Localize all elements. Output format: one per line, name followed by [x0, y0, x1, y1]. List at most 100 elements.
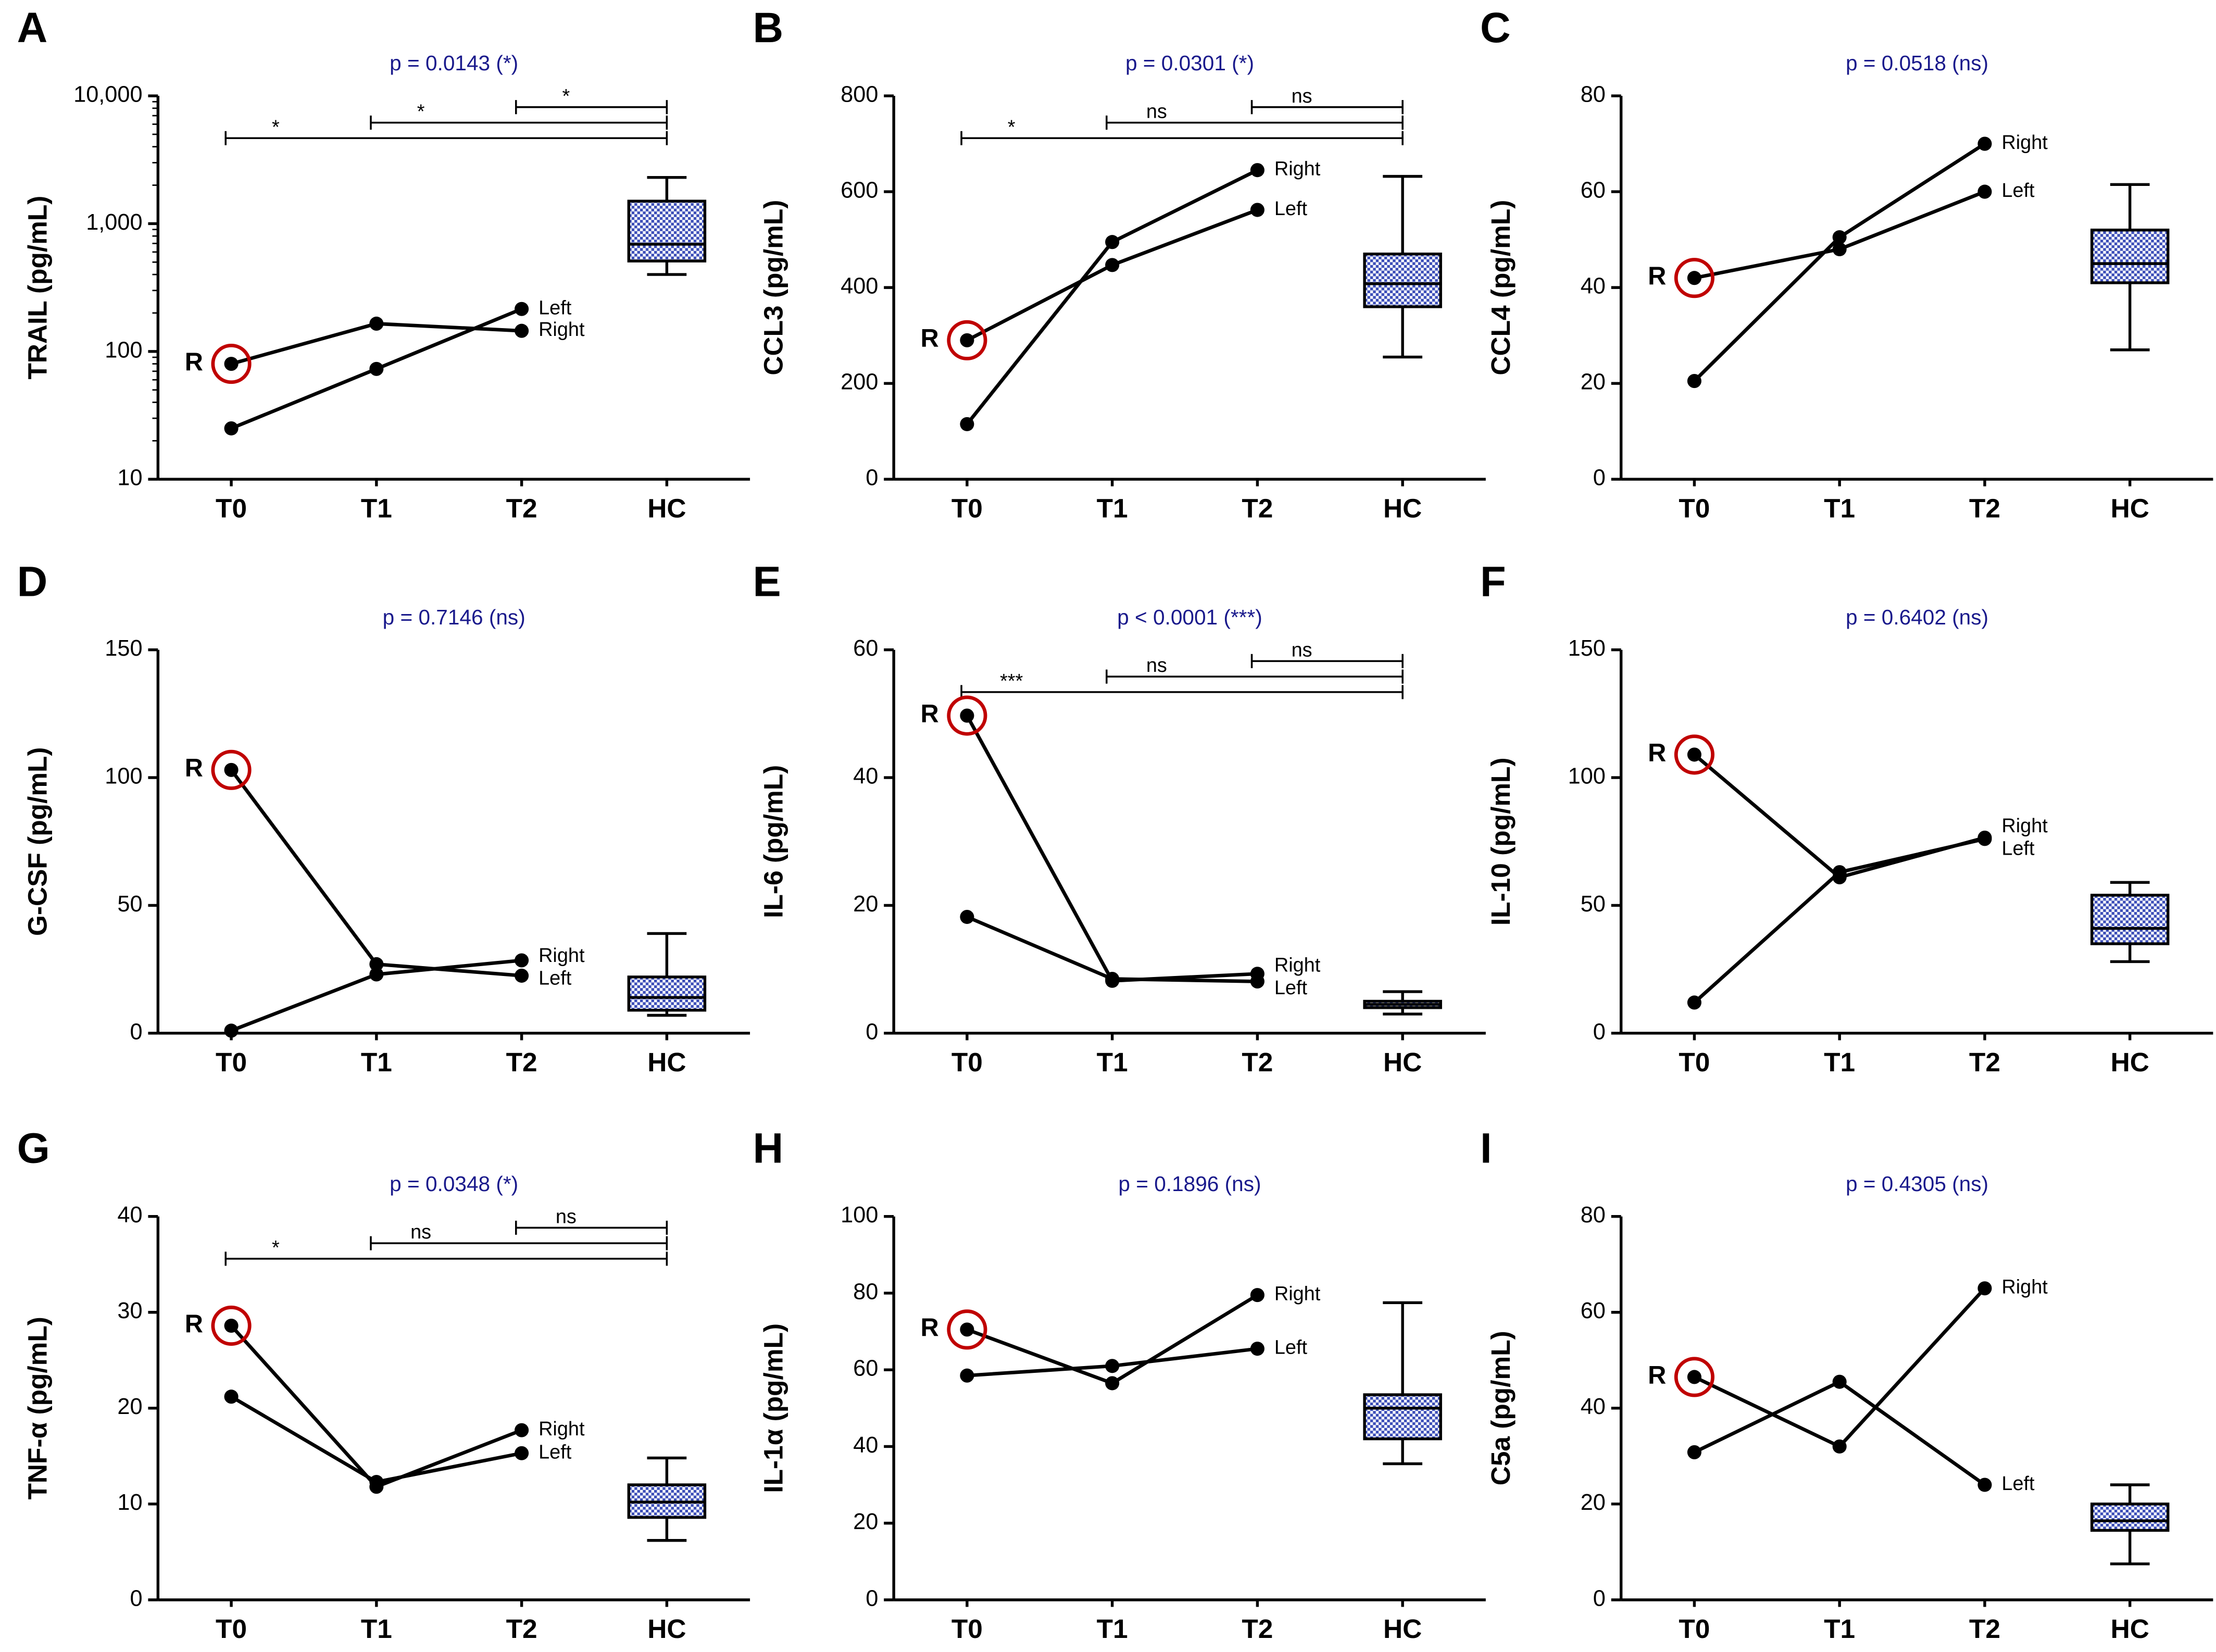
- data-point: [369, 957, 384, 971]
- panel-label: I: [1480, 1125, 1492, 1172]
- significance-bracket: [1250, 654, 1404, 668]
- data-point: [1105, 235, 1120, 249]
- p-value: p = 0.1896 (ns): [1118, 1172, 1261, 1196]
- y-axis-label: IL-10 (pg/mL): [1485, 757, 1516, 925]
- x-tick-label: T0: [216, 493, 247, 523]
- significance-bracket: [1250, 100, 1404, 115]
- data-point: [1977, 832, 1992, 846]
- panel: Bp = 0.0301 (*) CCL3 (pg/mL) 0 200 400 600 800…: [753, 5, 1486, 523]
- data-point: [1832, 242, 1847, 257]
- data-point: [369, 1474, 384, 1490]
- data-point: [960, 910, 974, 924]
- x-tick-label: HC: [2111, 493, 2149, 523]
- p-value: p = 0.0143 (*): [390, 51, 518, 75]
- data-point: [369, 967, 384, 982]
- data-point: [960, 1322, 974, 1337]
- x-tick-label: T0: [951, 493, 983, 523]
- data-point: [1832, 1374, 1847, 1389]
- y-tick-label: 150: [1568, 636, 1606, 661]
- series-label: Right: [1274, 954, 1321, 976]
- data-point: [1687, 374, 1701, 389]
- y-tick-label: 30: [117, 1298, 142, 1323]
- y-tick-label: 200: [841, 370, 878, 395]
- significance-label: *: [1008, 116, 1016, 138]
- significance-bracket: [370, 1236, 668, 1250]
- significance-label: *: [272, 1237, 280, 1259]
- panel-label: E: [753, 559, 781, 606]
- x-tick-label: T2: [506, 1613, 537, 1644]
- data-point: [369, 316, 384, 331]
- highlight-ring: [1674, 1357, 1714, 1397]
- annotation: R: [921, 324, 939, 353]
- highlight-ring: [947, 320, 987, 360]
- y-axis-label: CCL4 (pg/mL): [1485, 200, 1516, 376]
- y-axis-label: C5a (pg/mL): [1485, 1331, 1516, 1485]
- y-tick-label: 600: [841, 178, 878, 203]
- series-label: Left: [539, 967, 572, 989]
- x-tick-label: HC: [647, 1613, 686, 1644]
- p-value: p = 0.4305 (ns): [1846, 1172, 1988, 1196]
- data-point: [1832, 1439, 1847, 1454]
- data-point: [224, 1318, 239, 1333]
- x-tick-label: T2: [1242, 493, 1273, 523]
- series-line: [966, 168, 1258, 425]
- x-tick-label: T1: [1097, 493, 1128, 523]
- x-tick-label: T1: [361, 1613, 392, 1644]
- data-point: [1105, 258, 1120, 272]
- data-point: [1250, 163, 1265, 178]
- data-point: [960, 1368, 974, 1383]
- x-tick-label: T1: [1097, 1613, 1128, 1644]
- series-line: [1693, 142, 1986, 382]
- y-axis-label: TNF-α (pg/mL): [22, 1317, 53, 1499]
- y-tick-label: 80: [1581, 82, 1606, 107]
- significance-label: ns: [1146, 655, 1167, 677]
- data-point: [1687, 271, 1701, 285]
- p-value: p = 0.7146 (ns): [383, 605, 525, 629]
- y-tick-label: 0: [866, 1586, 878, 1611]
- y-tick-label: 10: [117, 466, 142, 491]
- y-tick-label: 40: [1581, 1394, 1606, 1419]
- significance-label: *: [562, 85, 570, 107]
- panel: Hp = 0.1896 (ns) IL-1α (pg/mL) 0 20 40 60 80 10…: [753, 1125, 1486, 1644]
- highlight-ring: [947, 695, 987, 736]
- significance-bracket: [1106, 115, 1404, 130]
- y-tick-label: 20: [117, 1394, 142, 1419]
- data-point: [1977, 1478, 1992, 1492]
- y-tick-label: 100: [105, 337, 142, 362]
- x-tick-label: T2: [506, 1047, 537, 1077]
- y-tick-label: 50: [117, 892, 142, 917]
- p-value: p = 0.6402 (ns): [1846, 605, 1988, 629]
- annotation: R: [185, 348, 203, 376]
- x-tick-label: HC: [647, 493, 686, 523]
- panel-label: H: [753, 1125, 783, 1172]
- highlight-ring: [1674, 734, 1714, 775]
- significance-label: ***: [1000, 670, 1023, 692]
- data-point: [1687, 995, 1701, 1010]
- data-point: [515, 953, 529, 968]
- series-label: Right: [539, 1418, 585, 1440]
- series-line: [966, 915, 1258, 983]
- y-tick-label: 20: [853, 892, 878, 917]
- series-label: Left: [539, 297, 572, 319]
- series-label: Right: [539, 945, 585, 967]
- x-tick-label: T2: [1969, 1047, 2000, 1077]
- y-tick-label: 60: [853, 636, 878, 661]
- data-point: [1250, 1342, 1265, 1356]
- data-point: [1250, 203, 1265, 217]
- y-tick-label: 20: [1581, 370, 1606, 395]
- data-point: [1687, 1370, 1701, 1384]
- significance-bracket: [515, 1220, 668, 1235]
- highlight-ring: [211, 1305, 252, 1346]
- y-tick-label: 40: [117, 1203, 142, 1228]
- series-label: Left: [1274, 1337, 1308, 1359]
- highlight-ring: [1674, 258, 1714, 298]
- y-tick-label: 50: [1581, 892, 1606, 917]
- highlight-ring: [211, 749, 252, 790]
- y-tick-label: 0: [130, 1019, 142, 1044]
- significance-bracket: [370, 115, 668, 130]
- x-tick-label: T1: [361, 493, 392, 523]
- y-tick-label: 40: [1581, 274, 1606, 299]
- data-point: [1832, 865, 1847, 880]
